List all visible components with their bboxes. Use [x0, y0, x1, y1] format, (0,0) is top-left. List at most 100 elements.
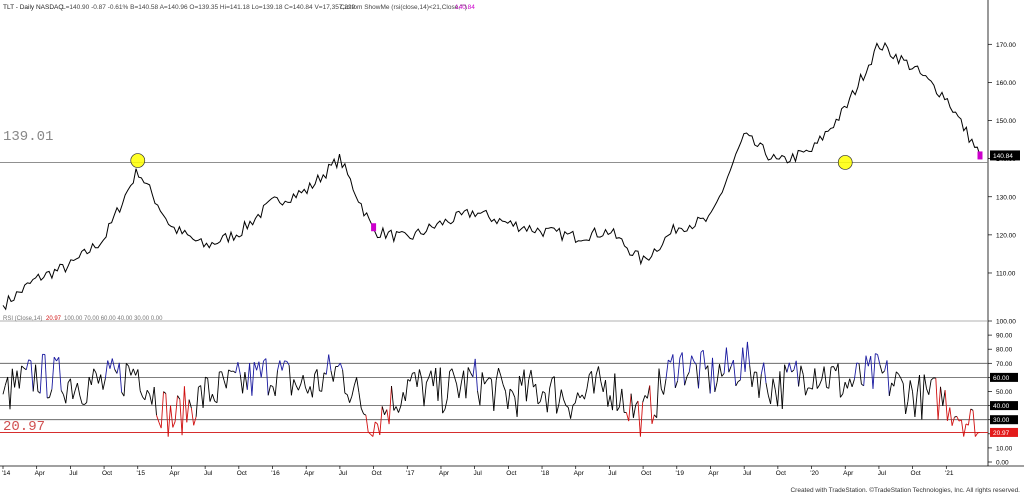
study-label: Custom ShowMe (rsi(close,14)<21,Close,""… — [340, 4, 467, 11]
rsi-series-segment — [311, 373, 316, 398]
rsi-series-segment — [553, 376, 558, 414]
rsi-series-segment — [935, 378, 939, 420]
rsi-last-badge — [990, 427, 1018, 437]
rsi-series-segment — [228, 369, 232, 372]
rsi-level-badge-label: 40.00 — [993, 403, 1010, 410]
x-axis-tick-label: Jul — [204, 470, 213, 477]
rsi-series-segment — [165, 393, 169, 437]
rsi-series-segment — [651, 414, 655, 425]
rsi-series-segment — [35, 364, 39, 392]
rsi-series-segment — [256, 361, 260, 371]
rsi-series-segment — [304, 387, 309, 394]
rsi-series-segment — [870, 356, 874, 389]
rsi-series-segment — [767, 395, 772, 405]
rsi-series-segment — [379, 406, 383, 436]
rsi-series-segment — [425, 377, 430, 383]
rsi-series-segment — [763, 362, 767, 383]
rsi-series-segment — [167, 405, 171, 437]
rsi-series-segment — [584, 388, 588, 400]
rsi-series-segment — [193, 416, 197, 426]
rsi-series-segment — [409, 373, 413, 382]
rsi-series-segment — [609, 395, 613, 411]
rsi-series-segment — [923, 374, 927, 389]
rsi-series-segment — [395, 406, 399, 413]
rsi-series-segment — [944, 390, 948, 421]
rsi-series-segment — [65, 382, 69, 404]
x-axis-tick-label: Oct — [237, 470, 247, 477]
rsi-level-badge — [990, 372, 1018, 382]
price-axis-tick-label: 120.00 — [996, 232, 1016, 239]
rsi-series-segment — [558, 389, 562, 404]
rsi-series-segment — [765, 382, 769, 396]
rsi-series-segment — [277, 360, 281, 371]
rsi-series-segment — [798, 365, 802, 387]
rsi-series-segment — [190, 408, 195, 426]
rsi-series-segment — [28, 359, 32, 362]
rsi-series-segment — [760, 362, 765, 375]
rsi-series-segment — [491, 379, 495, 411]
rsi-series-segment — [940, 386, 944, 406]
rsi-series-segment — [421, 378, 425, 407]
rsi-level-badge — [990, 401, 1018, 411]
rsi-series-segment — [946, 407, 951, 421]
rsi-series-segment — [32, 364, 37, 392]
rsi-series-segment — [400, 392, 404, 407]
rsi-series-segment — [725, 347, 730, 373]
rsi-series-segment — [967, 408, 972, 426]
rsi-series-segment — [770, 378, 774, 405]
rsi-panel-header: RSI (Close,14) — [3, 316, 42, 322]
rsi-series-segment — [735, 381, 739, 387]
rsi-series-segment — [360, 408, 365, 415]
rsi-series-segment — [444, 398, 448, 410]
rsi-series-segment — [377, 423, 381, 436]
rsi-series-segment — [616, 406, 620, 412]
rsi-series-segment — [439, 367, 444, 414]
rsi-series-segment — [886, 360, 890, 396]
rsi-series-segment — [879, 364, 883, 374]
rsi-series-segment — [742, 347, 746, 372]
rsi-series-segment — [614, 373, 618, 411]
rsi-series-segment — [332, 366, 337, 382]
rsi-series-segment — [877, 354, 881, 366]
rsi-series-segment — [525, 379, 530, 402]
rsi-series-segment — [884, 360, 888, 371]
x-axis-tick-label: Apr — [169, 470, 180, 477]
rsi-series-segment — [386, 409, 390, 425]
rsi-series-segment — [2, 385, 6, 395]
rsi-series-segment — [130, 368, 134, 376]
rsi-series-segment — [209, 394, 213, 402]
rsi-series-segment — [621, 388, 625, 413]
symbol-label: TLT - Daily NASDAQ — [3, 4, 63, 11]
rsi-series-segment — [856, 362, 860, 364]
rsi-series-segment — [358, 392, 362, 409]
rsi-series-segment — [518, 375, 523, 386]
rsi-series-segment — [172, 421, 176, 428]
rsi-series-segment — [249, 362, 253, 396]
rsi-series-segment — [572, 402, 576, 406]
rsi-series-segment — [954, 415, 957, 418]
rsi-series-segment — [221, 371, 225, 381]
x-axis-tick-label: '15 — [137, 470, 146, 477]
rsi-series-segment — [446, 371, 451, 399]
rsi-series-segment — [707, 365, 711, 394]
rsi-series-segment — [423, 382, 427, 407]
highlight-circle — [837, 155, 853, 170]
rsi-series-segment — [216, 371, 220, 403]
rsi-series-segment — [104, 360, 109, 379]
rsi-series-segment — [495, 368, 499, 381]
price-axis-tick-label: 110.00 — [996, 270, 1016, 277]
rsi-series-segment — [195, 387, 199, 417]
rsi-series-segment — [535, 384, 539, 405]
rsi-series-segment — [349, 395, 353, 403]
rsi-series-segment — [914, 392, 918, 418]
x-axis-tick-label: Apr — [35, 470, 46, 477]
rsi-series-segment — [812, 368, 816, 390]
rsi-series-segment — [921, 374, 925, 420]
rsi-series-segment — [384, 409, 388, 415]
rsi-series-segment — [819, 379, 823, 386]
rsi-series-segment — [863, 355, 867, 386]
rsi-series-segment — [102, 378, 106, 390]
rsi-series-segment — [374, 421, 378, 425]
rsi-axis-tick-label: 10.00 — [996, 445, 1013, 452]
rsi-series-segment — [563, 399, 567, 406]
